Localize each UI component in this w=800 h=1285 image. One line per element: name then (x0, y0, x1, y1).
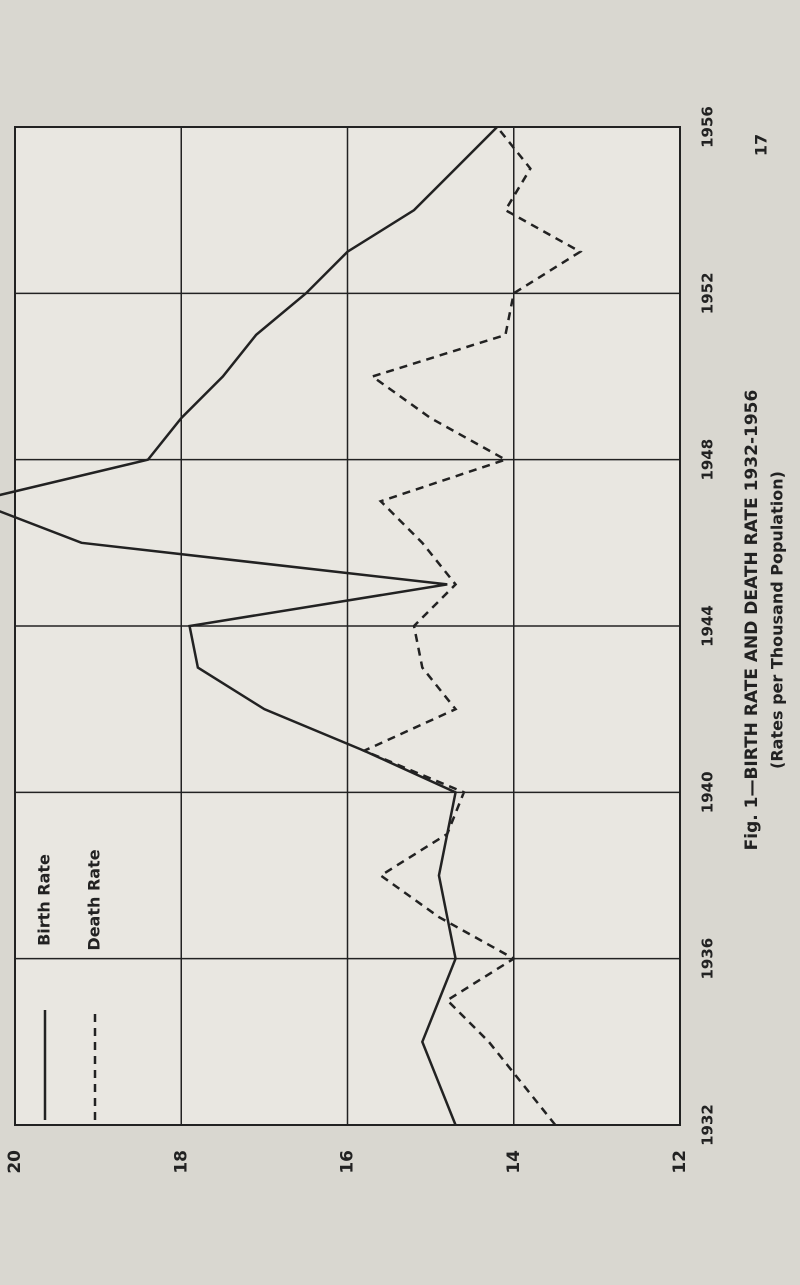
x-tick-label: 1940 (699, 771, 717, 813)
y-tick-label: 20 (5, 1150, 25, 1174)
chart-title: Fig. 1—BIRTH RATE AND DEATH RATE 1932-19… (742, 390, 762, 851)
chart-subtitle: (Rates per Thousand Population) (768, 471, 787, 769)
page-number: 17 (752, 134, 771, 156)
y-tick-label: 16 (338, 1150, 358, 1174)
x-tick-label: 1956 (699, 106, 717, 148)
x-tick-label: 1948 (699, 439, 717, 481)
y-tick-label: 14 (504, 1150, 524, 1174)
legend-label: Birth Rate (35, 854, 54, 946)
x-tick-label: 1944 (699, 605, 717, 647)
x-tick-label: 1936 (699, 938, 717, 980)
x-tick-label: 1932 (699, 1104, 717, 1146)
legend-label: Death Rate (85, 849, 104, 950)
series-line (0, 126, 499, 1126)
y-tick-label: 18 (171, 1150, 191, 1174)
series-line (360, 126, 583, 1126)
x-tick-label: 1952 (699, 272, 717, 314)
y-tick-label: 12 (670, 1150, 690, 1174)
